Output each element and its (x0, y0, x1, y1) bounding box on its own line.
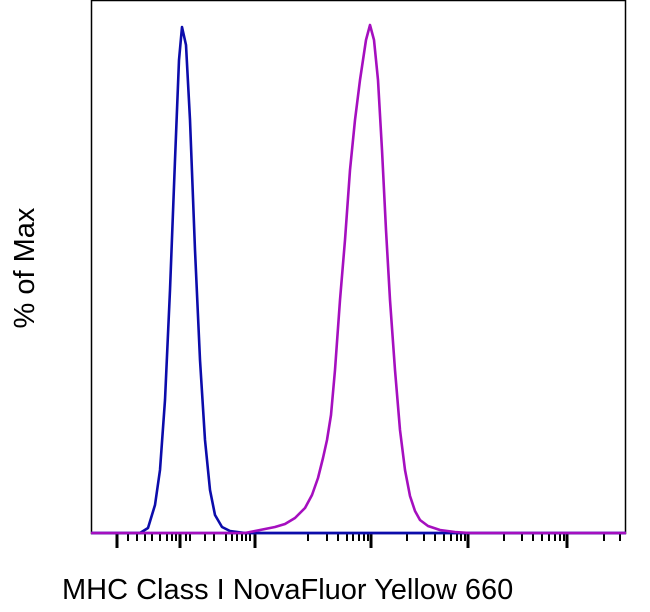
y-axis-label: % of Max (9, 207, 41, 329)
blue-histogram-curve (91, 25, 626, 535)
magenta-histogram-curve (91, 23, 626, 535)
x-axis-ticks (115, 534, 621, 548)
x-axis-label: MHC Class I NovaFluor Yellow 660 (62, 574, 514, 606)
